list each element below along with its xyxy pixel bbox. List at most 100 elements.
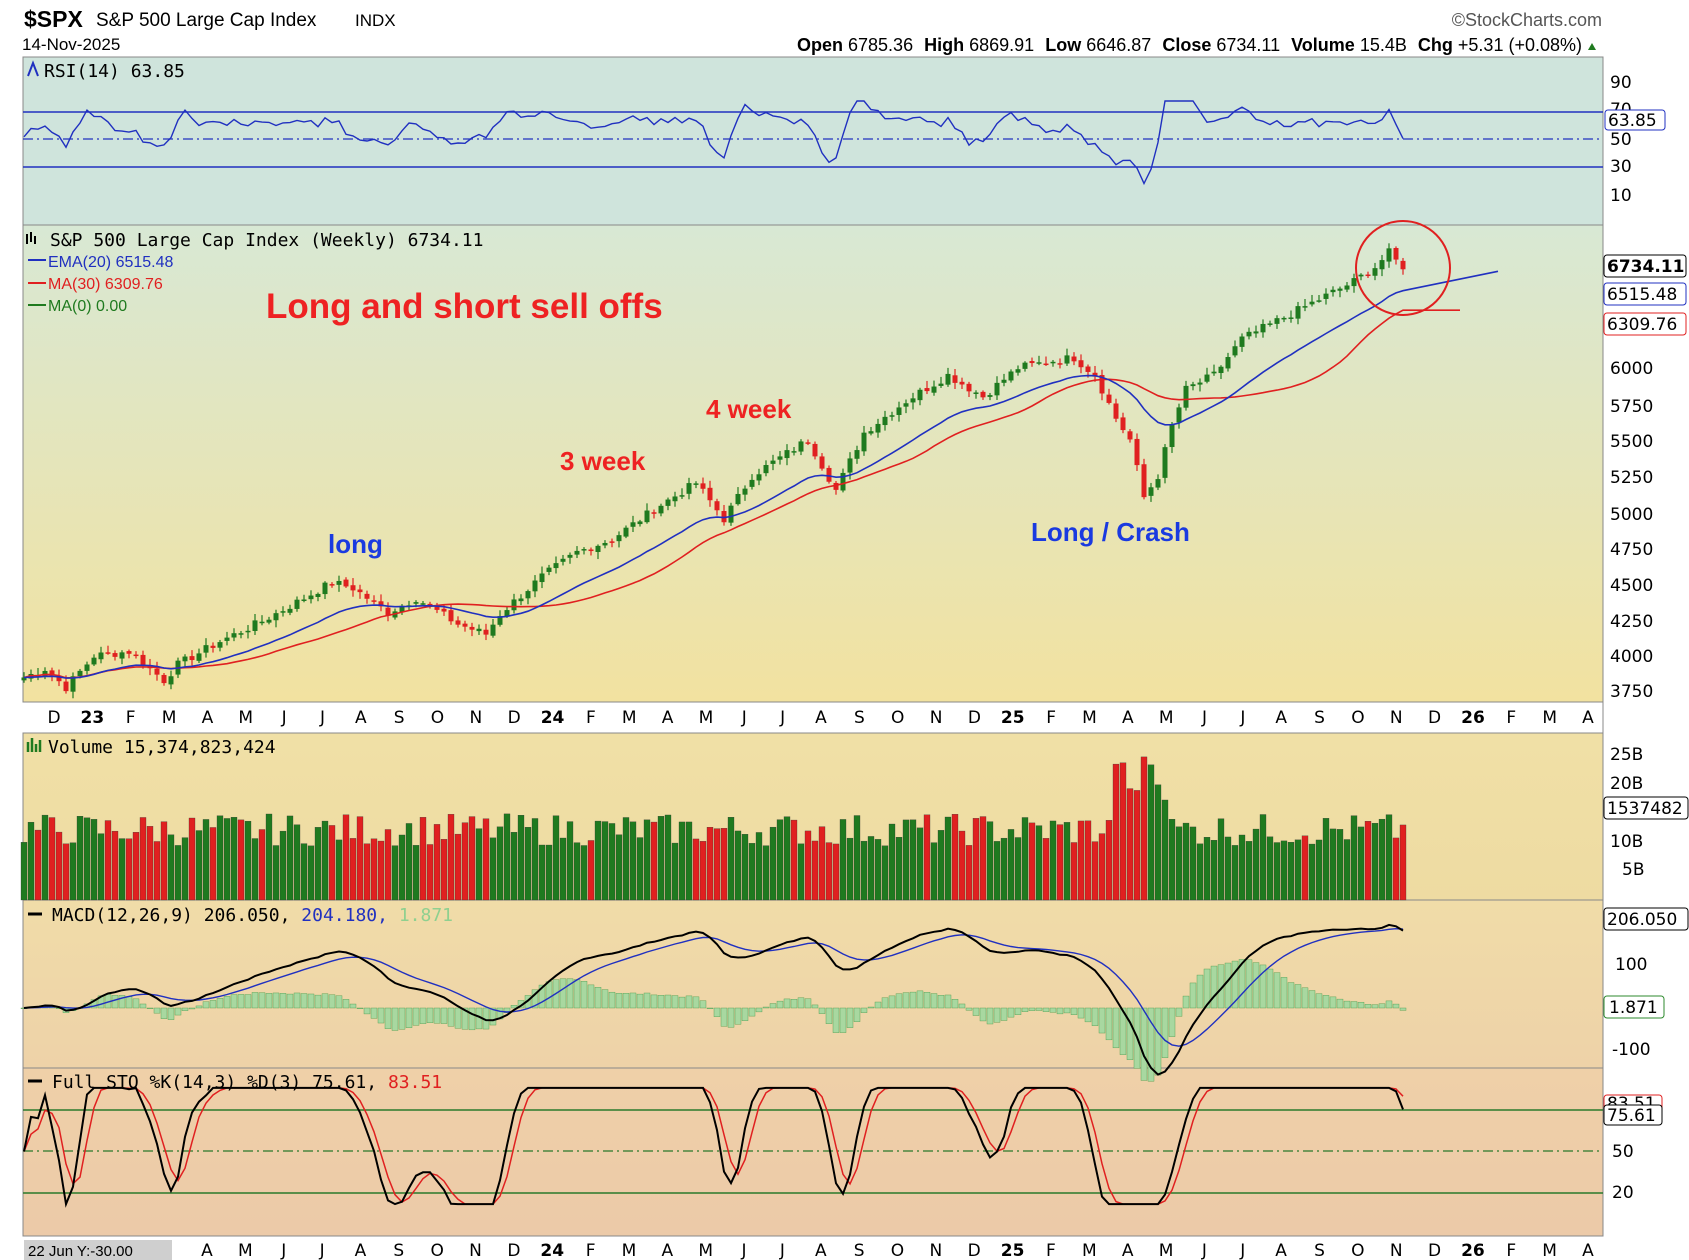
candle-body	[945, 373, 951, 385]
time-tick: M	[162, 708, 177, 728]
candle-body	[1225, 357, 1231, 369]
sto-plot	[23, 1086, 1404, 1208]
time-tick-bottom: F	[1046, 1241, 1056, 1260]
volume-bar	[496, 826, 504, 901]
price-tick: 4000	[1610, 647, 1653, 667]
volume-bar	[937, 830, 945, 901]
time-tick: 24	[541, 708, 565, 728]
macd-hist-bar	[601, 989, 609, 1009]
macd-hist-bar	[1203, 968, 1211, 1009]
macd-hist-bar	[748, 1007, 756, 1017]
macd-hist-bar	[433, 1007, 441, 1024]
volume-bar	[846, 837, 854, 901]
macd-tick: -100	[1612, 1040, 1651, 1060]
volume-tick: 20B	[1610, 774, 1643, 794]
macd-hist-bar	[188, 1007, 196, 1010]
candle-body	[756, 474, 762, 481]
volume-bar	[83, 817, 91, 901]
candle-body	[329, 584, 335, 586]
candle-body	[203, 645, 209, 653]
ma30-legend: MA(30) 6309.76	[48, 276, 163, 293]
candle-body	[217, 642, 223, 648]
macd-legend: MACD(12,26,9) 206.050, 204.180, 1.871	[52, 905, 453, 926]
macd-hist-bar	[1014, 1007, 1022, 1015]
macd-hist-bar	[132, 998, 140, 1009]
macd-hist-bar	[587, 984, 595, 1009]
macd-hist-bar	[1189, 982, 1197, 1009]
volume-bar	[1217, 818, 1225, 901]
time-tick: A	[815, 708, 827, 728]
ema-legend: EMA(20) 6515.48	[48, 254, 174, 271]
candle-body	[1148, 487, 1154, 496]
volume-bar	[461, 822, 469, 901]
candle-body	[833, 482, 839, 490]
macd-tag: 206.050	[1607, 910, 1677, 930]
volume-bar	[692, 838, 700, 901]
macd-legend-hist: 1.871	[399, 905, 453, 926]
volume-bar	[1049, 820, 1057, 901]
macd-hist-bar	[1035, 1007, 1043, 1011]
macd-hist-bar	[909, 991, 917, 1009]
candle-body	[455, 620, 461, 625]
macd-hist-bar	[405, 1007, 413, 1028]
macd-hist-bar	[419, 1007, 427, 1024]
volume-bar	[195, 830, 203, 901]
volume-bar	[1203, 837, 1211, 901]
volume-bar	[370, 838, 378, 901]
price-legend-icon	[26, 232, 36, 244]
candle-body	[154, 668, 160, 675]
volume-bar	[664, 814, 672, 901]
volume-bar	[1196, 843, 1204, 901]
candle-body	[1008, 371, 1014, 381]
price-legend-title: S&P 500 Large Cap Index (Weekly) 6734.11	[50, 230, 483, 251]
time-tick: J	[741, 708, 747, 728]
volume-bar	[825, 842, 833, 901]
volume-bar	[1042, 838, 1050, 901]
macd-hist-bar	[314, 994, 322, 1009]
candle-body	[1106, 394, 1112, 403]
macd-hist-bar	[1392, 1003, 1400, 1009]
volume-bar	[545, 844, 553, 901]
macd-hist-bar	[307, 993, 315, 1009]
macd-hist-bar	[461, 1007, 469, 1030]
volume-bar	[566, 821, 574, 901]
candle-body	[532, 580, 538, 592]
low-value: 6646.87	[1086, 35, 1151, 55]
time-tick-bottom: A	[1122, 1241, 1134, 1260]
macd-hist-bar	[818, 1007, 826, 1014]
macd-hist-bar	[622, 992, 630, 1009]
volume-bar	[174, 845, 182, 901]
time-tick: A	[662, 708, 674, 728]
macd-hist-bar	[846, 1007, 854, 1028]
macd-hist-bar	[1266, 968, 1274, 1009]
volume-bar	[1252, 828, 1260, 901]
candle-body	[693, 483, 699, 485]
time-tick: A	[1122, 708, 1134, 728]
candle-body	[133, 654, 139, 657]
candle-body	[1288, 317, 1294, 319]
brand: ©StockCharts.com	[1452, 10, 1602, 30]
crosshair-tag: 22 Jun Y:-30.00	[28, 1243, 133, 1260]
time-tick-bottom: A	[355, 1241, 367, 1260]
volume-bar	[1259, 814, 1267, 901]
ma0-legend: MA(0) 0.00	[48, 298, 127, 315]
macd-hist-bar	[545, 981, 553, 1009]
candle-body	[140, 654, 146, 666]
volume-bar	[741, 834, 749, 901]
macd-hist-bar	[1252, 962, 1260, 1009]
ma30-line	[23, 309, 1460, 679]
volume-bar	[335, 839, 343, 901]
time-tick-bottom: M	[238, 1241, 253, 1260]
candle-body	[896, 407, 902, 415]
volume-bar	[1091, 841, 1099, 901]
macd-hist-bar	[1280, 977, 1288, 1009]
volume-bar	[1070, 842, 1078, 901]
rsi-tag: 63.85	[1608, 111, 1657, 131]
volume-bar	[790, 819, 798, 901]
volume-tick: 5B	[1622, 860, 1644, 880]
macd-hist-bar	[1168, 1007, 1176, 1037]
date: 14-Nov-2025	[22, 35, 120, 54]
candle-body	[728, 505, 734, 523]
volume-bar	[1371, 822, 1379, 901]
candle-body	[1309, 301, 1315, 305]
